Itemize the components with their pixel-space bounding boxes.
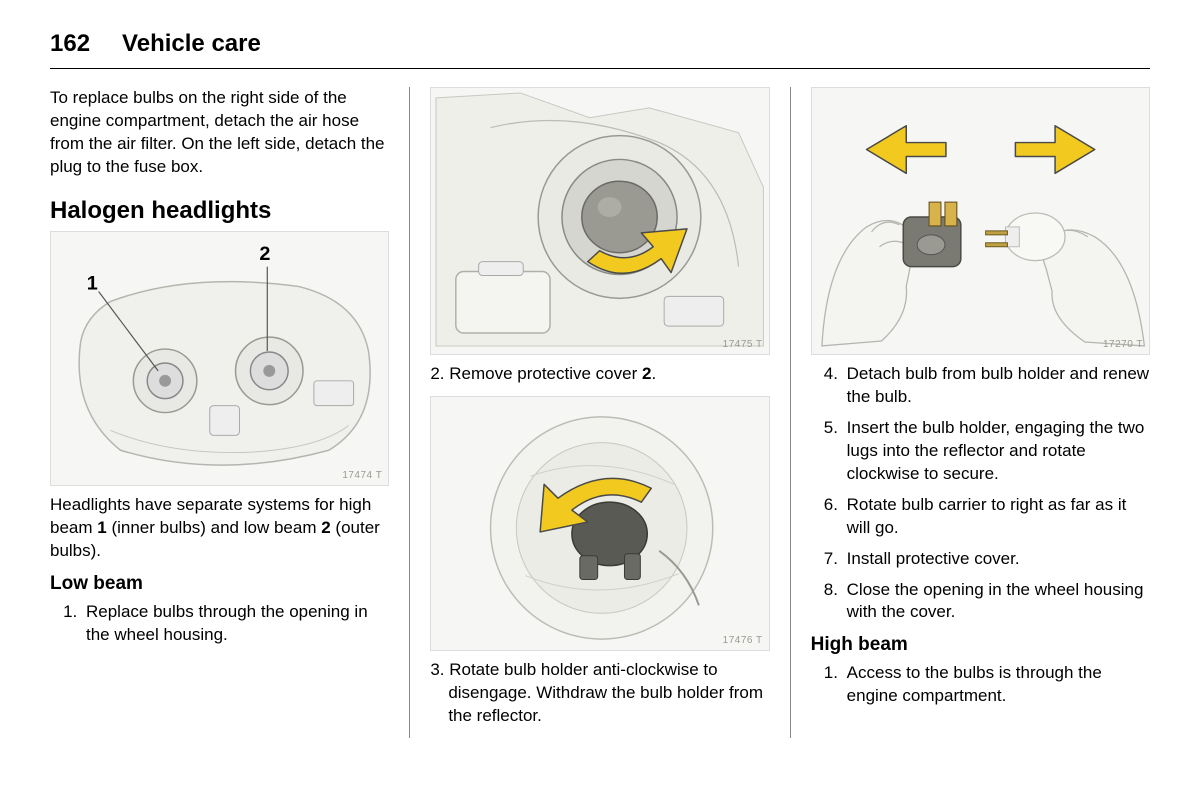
protective-cover-svg [431, 88, 768, 354]
step-5: Insert the bulb holder, engaging the two… [843, 417, 1150, 486]
steps-4-8: Detach bulb from bulb holder and renew t… [811, 363, 1150, 624]
figure-headlight-overview: 1 2 17474 T [50, 231, 389, 486]
figure-bulb-holder-rotate: 17476 T [430, 396, 769, 651]
figure-protective-cover: 17475 T [430, 87, 769, 355]
step-2: 2. Remove protective cover 2. [430, 363, 769, 386]
content-columns: To replace bulbs on the right side of th… [50, 87, 1150, 738]
figure-id: 17270 T [1103, 339, 1143, 350]
step-8: Close the opening in the wheel housing w… [843, 579, 1150, 625]
column-divider-2 [790, 87, 791, 738]
low-beam-heading: Low beam [50, 573, 389, 595]
step-3: 3. Rotate bulb holder anti-clockwise to … [430, 659, 769, 728]
figure-id: 17476 T [723, 635, 763, 646]
figure-id: 17474 T [342, 470, 382, 481]
svg-text:1: 1 [87, 272, 98, 294]
column-1: To replace bulbs on the right side of th… [50, 87, 403, 738]
section-title-halogen: Halogen headlights [50, 197, 389, 225]
bulb-holder-rotate-svg [431, 397, 768, 650]
column-3: 17270 T Detach bulb from bulb holder and… [797, 87, 1150, 738]
page-number: 162 [50, 30, 90, 58]
step-4: Detach bulb from bulb holder and renew t… [843, 363, 1150, 409]
step-6: Rotate bulb carrier to right as far as i… [843, 494, 1150, 540]
high-beam-heading: High beam [811, 634, 1150, 656]
systems-paragraph: Headlights have separate systems for hig… [50, 494, 389, 563]
chapter-title: Vehicle care [122, 30, 261, 58]
page-header: 162 Vehicle care [50, 30, 1150, 69]
step-1: Replace bulbs through the opening in the… [82, 601, 389, 647]
hb-step-1: Access to the bulbs is through the engin… [843, 662, 1150, 708]
detach-bulb-svg [812, 88, 1149, 354]
high-beam-steps: Access to the bulbs is through the engin… [811, 662, 1150, 708]
headlight-overview-svg: 1 2 [51, 232, 388, 485]
intro-paragraph: To replace bulbs on the right side of th… [50, 87, 389, 179]
column-2: 17475 T 2. Remove protective cover 2. [416, 87, 783, 738]
figure-detach-bulb: 17270 T [811, 87, 1150, 355]
svg-text:2: 2 [259, 243, 270, 265]
low-beam-steps: Replace bulbs through the opening in the… [50, 601, 389, 647]
step-7: Install protective cover. [843, 548, 1150, 571]
column-divider-1 [409, 87, 410, 738]
figure-id: 17475 T [723, 339, 763, 350]
